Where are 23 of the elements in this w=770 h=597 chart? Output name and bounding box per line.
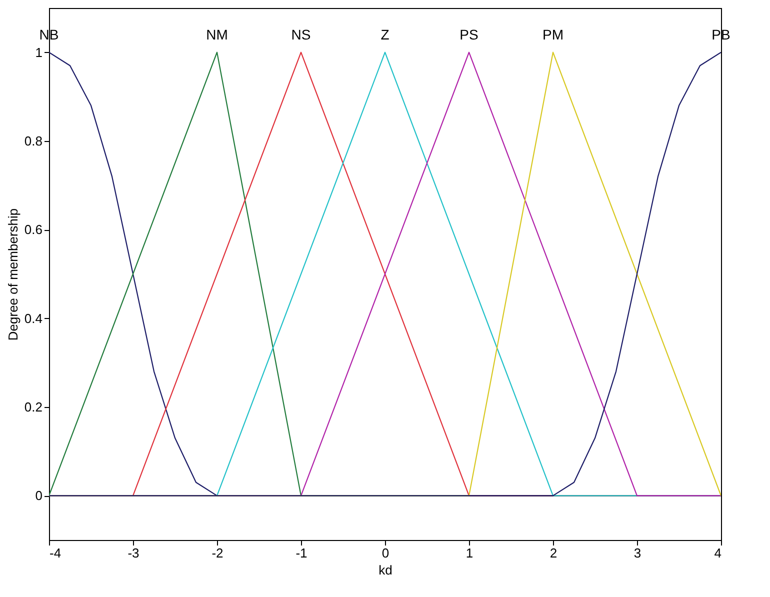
x-axis-title: kd bbox=[378, 562, 392, 578]
series-label: NM bbox=[206, 26, 228, 42]
x-tick-label: 4 bbox=[714, 546, 722, 560]
x-tick-label: -3 bbox=[128, 546, 140, 560]
line-series bbox=[49, 52, 721, 496]
y-axis-title: Degree of membership bbox=[5, 208, 20, 341]
series-label: Z bbox=[380, 26, 390, 42]
y-tick-label: 1 bbox=[35, 44, 42, 60]
y-tick-label: 0.2 bbox=[24, 400, 42, 414]
x-tick-label: 2 bbox=[550, 546, 558, 560]
series-label: PM bbox=[542, 26, 564, 42]
x-tick-label: 3 bbox=[634, 546, 642, 560]
x-tick-label: -2 bbox=[212, 546, 224, 560]
series-label: NS bbox=[291, 26, 311, 42]
x-tick-label: -1 bbox=[296, 546, 308, 560]
y-tick-label: 0.4 bbox=[24, 310, 42, 326]
y-tick-label: 0 bbox=[35, 488, 42, 504]
x-tick-label: -4 bbox=[50, 546, 62, 560]
x-tick-label: 0 bbox=[382, 546, 390, 560]
x-tick-label: 1 bbox=[466, 546, 474, 560]
y-tick-label: 0.6 bbox=[24, 222, 42, 238]
series-label: PS bbox=[460, 26, 478, 42]
y-tick-label: 0.8 bbox=[24, 134, 42, 148]
